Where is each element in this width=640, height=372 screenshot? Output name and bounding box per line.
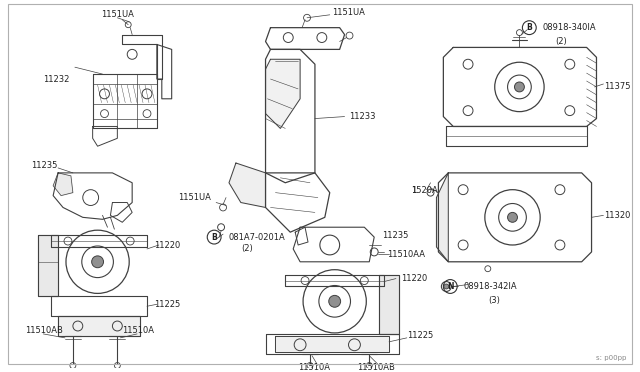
Polygon shape <box>266 59 300 128</box>
Text: 1151UA: 1151UA <box>101 10 134 19</box>
Polygon shape <box>58 316 140 336</box>
Text: 11232: 11232 <box>44 74 70 84</box>
Polygon shape <box>436 173 448 262</box>
Text: 1151UA: 1151UA <box>332 8 365 17</box>
Text: s: p00pp: s: p00pp <box>596 355 626 360</box>
Circle shape <box>92 256 104 268</box>
Polygon shape <box>229 163 266 208</box>
Text: (2): (2) <box>555 37 567 46</box>
Text: 11510AA: 11510AA <box>387 250 425 259</box>
Text: 11320: 11320 <box>604 211 631 220</box>
Text: B: B <box>211 232 217 241</box>
Polygon shape <box>275 336 389 352</box>
Text: 11225: 11225 <box>407 331 433 340</box>
Circle shape <box>515 82 524 92</box>
Text: 11235: 11235 <box>382 231 408 240</box>
Text: 08918-340IA: 08918-340IA <box>542 23 596 32</box>
Polygon shape <box>53 173 73 196</box>
Text: 11233: 11233 <box>349 112 376 121</box>
Polygon shape <box>38 235 58 296</box>
Text: 1151UA: 1151UA <box>179 193 211 202</box>
Text: 11220: 11220 <box>154 241 180 250</box>
Text: 11510A: 11510A <box>298 363 330 372</box>
Text: 11225: 11225 <box>154 300 180 309</box>
Text: (2): (2) <box>241 244 253 253</box>
Text: 1: 1 <box>411 186 416 195</box>
Text: 11375: 11375 <box>604 83 631 92</box>
Text: 081A7-0201A: 081A7-0201A <box>229 232 285 241</box>
Text: 11510AB: 11510AB <box>357 363 396 372</box>
Circle shape <box>329 295 340 307</box>
Text: N: N <box>447 282 454 291</box>
Text: 08918-342IA: 08918-342IA <box>463 282 516 291</box>
Text: 1520A: 1520A <box>411 186 438 195</box>
Text: 11220: 11220 <box>401 274 427 283</box>
Text: B: B <box>527 23 532 32</box>
Circle shape <box>508 212 518 222</box>
Text: (3): (3) <box>488 296 500 305</box>
Text: 11510A: 11510A <box>122 327 154 336</box>
Circle shape <box>444 284 449 289</box>
Polygon shape <box>379 275 399 334</box>
Text: 11235: 11235 <box>31 161 58 170</box>
Text: 11510AB: 11510AB <box>26 327 63 336</box>
